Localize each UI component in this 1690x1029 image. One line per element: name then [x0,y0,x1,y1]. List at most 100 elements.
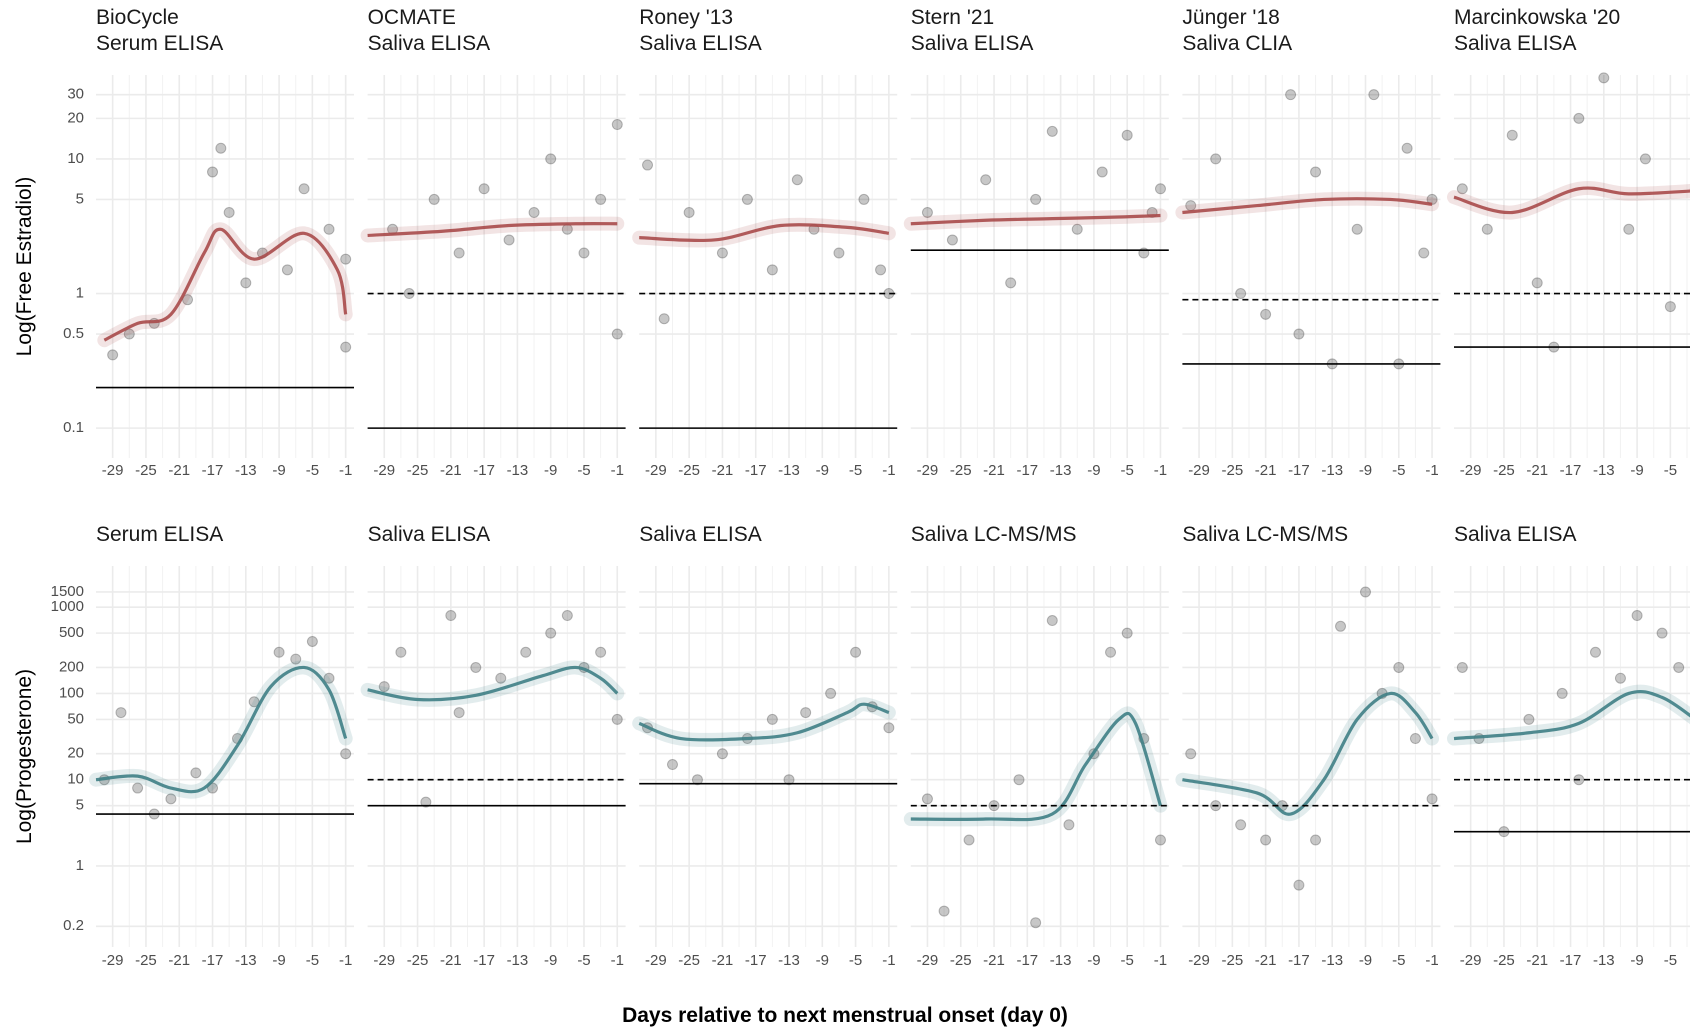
x-tick-label: -1 [339,462,352,479]
x-tick-label: -17 [1560,952,1582,969]
panel [1175,566,1441,947]
y-tick-label: 0.2 [63,917,84,934]
data-point [281,264,293,276]
data-point [1523,713,1535,725]
panel [96,75,354,458]
trend-line [910,213,1161,226]
y-tick-label: 20 [67,745,84,762]
y-tick-label: 5 [76,797,84,814]
data-point [1235,288,1247,300]
data-point [683,206,695,218]
data-point [1481,223,1493,235]
x-tick-label: -9 [1630,462,1643,479]
panel [360,75,626,458]
x-tick-label: -25 [1221,462,1243,479]
y-axis-label: Log(Progesterone) [13,669,36,844]
y-tick-label: 20 [67,109,84,126]
data-point [1614,672,1626,684]
panel [1175,75,1441,458]
data-point [825,687,837,699]
x-tick-label: -21 [983,462,1005,479]
data-point [1030,193,1042,205]
data-point [1631,610,1643,622]
y-tick-label: 0.1 [63,419,84,436]
data-point [716,748,728,760]
x-tick-label: -5 [1664,952,1677,969]
data-point [1639,153,1651,165]
panel-title: Stern '21 [911,6,994,29]
panel-subtitle: Saliva ELISA [911,32,1034,55]
y-tick-label: 5 [76,190,84,207]
data-point [478,183,490,195]
x-tick-label: -25 [407,952,429,969]
trend-line [910,711,1163,822]
x-tick-label: -21 [440,462,462,479]
data-point [165,793,177,805]
data-point [595,193,607,205]
data-point [1293,328,1305,340]
data-point [1623,223,1635,235]
x-tick-label: -29 [102,462,124,479]
data-point [132,782,144,794]
x-tick-label: -13 [1050,462,1072,479]
data-point [1351,223,1363,235]
x-tick-label: -13 [235,462,257,479]
data-point [1005,277,1017,289]
data-point [1598,72,1610,84]
data-point [545,627,557,639]
x-tick-label: -13 [1321,952,1343,969]
data-point [182,294,194,306]
x-tick-label: -9 [544,462,557,479]
x-tick-label: -13 [778,462,800,479]
trend-band [903,706,1168,827]
x-tick-label: -9 [1359,952,1372,969]
x-tick-label: -1 [1154,952,1167,969]
panel [1447,72,1690,458]
data-point [611,119,623,131]
panel [360,566,626,947]
data-point [1071,223,1083,235]
x-tick-label: -9 [816,952,829,969]
data-point [273,646,285,658]
x-tick-label: -1 [1425,462,1438,479]
x-tick-label: -25 [135,462,157,479]
data-point [123,328,135,340]
data-point [595,646,607,658]
x-tick-label: -17 [473,952,495,969]
data-point [1664,301,1676,313]
x-tick-label: -13 [1050,952,1072,969]
data-point [1310,834,1322,846]
x-tick-label: -5 [306,462,319,479]
data-point [766,264,778,276]
trend-band [360,660,625,707]
trend-line [1453,186,1690,215]
panel-title: Roney '13 [639,6,733,29]
data-point [1335,620,1347,632]
x-tick-label: -25 [950,462,972,479]
x-tick-label: -21 [168,462,190,479]
x-tick-label: -21 [1255,462,1277,479]
data-point [642,159,654,171]
x-tick-label: -1 [882,462,895,479]
trend-line [103,227,348,342]
panel-subtitle: Saliva ELISA [639,32,762,55]
x-tick-label: -21 [168,952,190,969]
x-tick-label: -13 [235,952,257,969]
data-point [766,713,778,725]
data-point [428,193,440,205]
trend-line [1182,691,1434,816]
x-tick-label: -29 [1460,462,1482,479]
data-point [850,646,862,658]
data-point [340,253,352,265]
data-point [611,713,623,725]
panel-title: Saliva LC-MS/MS [1182,523,1348,546]
data-point [545,153,557,165]
x-tick-label: -9 [816,462,829,479]
data-point [561,610,573,622]
trend-line [1453,690,1690,741]
data-point [470,661,482,673]
data-point [1121,129,1133,141]
x-tick-label: -5 [1392,462,1405,479]
panel [903,566,1169,947]
data-point [1105,646,1117,658]
